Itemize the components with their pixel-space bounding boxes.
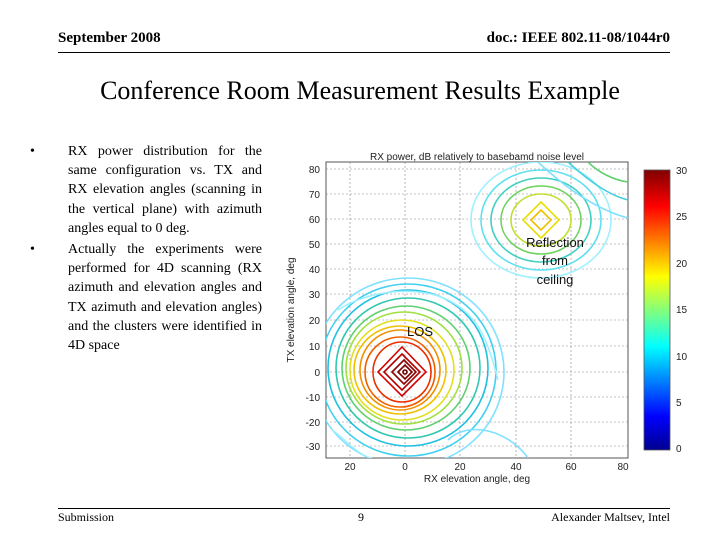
bullet-dot-icon: • [30,242,35,258]
x-tick-label: 0 [402,462,408,473]
colorbar-tick-labels: 30 25 20 15 10 5 0 [676,166,688,455]
slide-title: Conference Room Measurement Results Exam… [100,76,620,105]
contour-lines [326,162,628,458]
colorbar [643,169,671,451]
colorbar-tick: 0 [676,444,682,455]
grid [326,162,628,458]
colorbar-tick: 15 [676,305,688,316]
bullet-list: • RX power distribution for the same conf… [30,142,262,357]
bullet-item: • Actually the experiments were performed… [30,240,262,355]
colorbar-tick: 20 [676,259,688,270]
y-tick-labels: 80 70 60 50 40 30 20 10 0 -10 -20 -30 [306,165,321,453]
bullet-item: • RX power distribution for the same conf… [30,142,262,238]
reflection-label-line: Reflection [526,235,584,250]
y-tick-label: 60 [309,215,321,226]
footer-page-number: 9 [358,510,364,524]
colorbar-tick: 25 [676,212,688,223]
x-axis-label: RX elevation angle, deg [424,474,530,485]
y-tick-label: -10 [306,393,321,404]
bullet-dot-icon: • [30,144,35,159]
y-tick-label: 20 [309,316,321,327]
footer-rule [58,508,670,509]
y-tick-label: 50 [309,240,321,251]
x-tick-label: 60 [565,462,577,473]
x-tick-label: 40 [510,462,522,473]
y-tick-label: 0 [314,368,320,379]
colorbar-tick: 10 [676,352,688,363]
los-label: LOS [407,324,433,339]
colorbar-tick: 5 [676,398,682,409]
plot-title: RX power, dB relatively to basebamd nois… [370,152,584,163]
y-tick-label: -30 [306,442,321,453]
x-tick-labels: 20 0 20 40 60 80 [344,462,629,473]
bullet-text: Actually the experiments were performed … [68,242,262,354]
y-tick-label: -20 [306,418,321,429]
header-doc-id: doc.: IEEE 802.11-08/1044r0 [486,30,670,46]
y-tick-label: 40 [309,265,321,276]
header-rule [58,52,670,53]
colorbar-tick: 30 [676,166,688,177]
y-tick-label: 80 [309,165,321,176]
header-date: September 2008 [58,30,161,46]
reflection-label-line: from [542,253,568,268]
reflection-label-line: ceiling [537,272,574,287]
reflection-annotation: Reflection from ceiling [526,235,584,287]
contour-chart: RX power, dB relatively to basebamd nois… [268,140,708,486]
footer-author: Alexander Maltsev, Intel [551,510,670,524]
x-tick-label: 20 [344,462,356,473]
bullet-text: RX power distribution for the same confi… [68,144,262,236]
y-tick-label: 30 [309,290,321,301]
y-tick-label: 70 [309,190,321,201]
footer-submission: Submission [58,510,115,524]
y-axis-label: TX elevation angle, deg [286,257,297,362]
x-tick-label: 80 [617,462,629,473]
y-tick-label: 10 [309,342,321,353]
contour-figure: RX power, dB relatively to basebamd nois… [268,140,708,486]
x-tick-label: 20 [454,462,466,473]
